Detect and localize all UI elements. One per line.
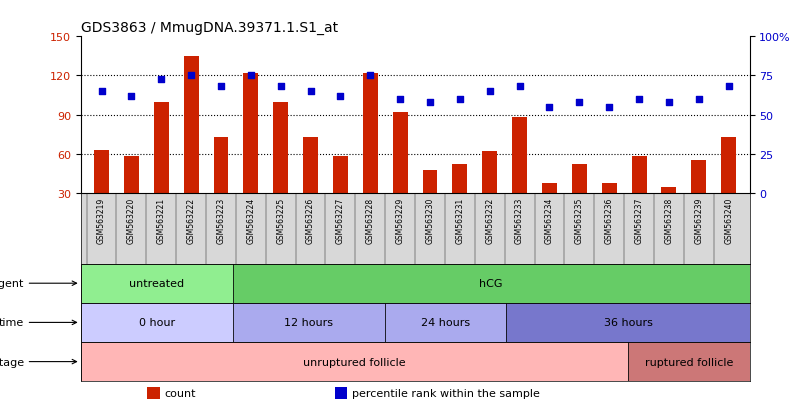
Bar [81,342,628,381]
Bar [81,264,233,303]
Bar [572,165,587,194]
Bar [124,157,139,194]
Bar [94,151,109,194]
Text: 36 hours: 36 hours [604,318,652,328]
Text: GSM563222: GSM563222 [187,197,196,243]
Point [454,96,467,103]
Text: GSM563229: GSM563229 [396,197,405,243]
Text: GSM563226: GSM563226 [306,197,315,243]
Bar [243,74,258,194]
Bar [333,157,348,194]
Text: unruptured follicle: unruptured follicle [303,357,405,367]
Text: hCG: hCG [480,278,503,289]
Bar [303,138,318,194]
Text: GSM563225: GSM563225 [276,197,285,243]
Point [573,100,586,106]
Bar [273,102,289,194]
Point [185,73,197,80]
Text: 0 hour: 0 hour [139,318,175,328]
Bar [81,303,233,342]
Bar [334,387,347,399]
Text: GSM563232: GSM563232 [485,197,494,243]
Bar [632,157,646,194]
Text: GSM563238: GSM563238 [664,197,674,243]
Text: GSM563227: GSM563227 [336,197,345,243]
Text: GSM563233: GSM563233 [515,197,524,243]
Text: GSM563219: GSM563219 [97,197,106,243]
Point [722,84,735,90]
Bar [233,303,384,342]
Text: time: time [0,318,77,328]
Text: untreated: untreated [129,278,185,289]
Point [364,73,376,80]
Text: GSM563223: GSM563223 [217,197,226,243]
Bar [662,187,676,194]
Text: GSM563234: GSM563234 [545,197,554,243]
Text: GSM563231: GSM563231 [455,197,464,243]
Bar [184,57,198,194]
Text: percentile rank within the sample: percentile rank within the sample [351,388,539,398]
Point [125,93,138,100]
Text: GSM563236: GSM563236 [604,197,613,243]
Text: GSM563228: GSM563228 [366,197,375,243]
Text: agent: agent [0,278,77,289]
Point [603,104,616,111]
Text: GSM563221: GSM563221 [156,197,166,243]
Bar [628,342,750,381]
Point [244,73,257,80]
Bar [542,183,557,194]
Bar [233,264,750,303]
Bar [422,170,438,194]
Bar [147,387,160,399]
Bar [602,183,617,194]
Point [424,100,437,106]
Point [155,76,168,83]
Bar [384,303,506,342]
Text: GSM563230: GSM563230 [426,197,434,243]
Point [692,96,705,103]
Bar [452,165,467,194]
Point [334,93,347,100]
Bar [154,102,168,194]
Text: GSM563220: GSM563220 [127,197,136,243]
Text: development stage: development stage [0,357,77,367]
Bar [214,138,228,194]
Text: GSM563239: GSM563239 [694,197,704,243]
Bar [506,303,750,342]
Bar [482,152,497,194]
Text: GSM563240: GSM563240 [724,197,733,243]
Point [543,104,556,111]
Point [484,89,496,95]
Point [633,96,646,103]
Point [663,100,675,106]
Text: 24 hours: 24 hours [421,318,470,328]
Text: count: count [164,388,196,398]
Point [214,84,227,90]
Point [393,96,406,103]
Bar [721,138,736,194]
Bar [363,74,378,194]
Text: GDS3863 / MmugDNA.39371.1.S1_at: GDS3863 / MmugDNA.39371.1.S1_at [81,21,338,35]
Bar [393,113,408,194]
Point [304,89,317,95]
Point [95,89,108,95]
Text: GSM563237: GSM563237 [634,197,643,243]
Text: GSM563235: GSM563235 [575,197,584,243]
Text: GSM563224: GSM563224 [247,197,256,243]
Point [513,84,526,90]
Bar [692,161,706,194]
Text: ruptured follicle: ruptured follicle [645,357,733,367]
Bar [512,118,527,194]
Text: 12 hours: 12 hours [285,318,333,328]
Point [274,84,287,90]
